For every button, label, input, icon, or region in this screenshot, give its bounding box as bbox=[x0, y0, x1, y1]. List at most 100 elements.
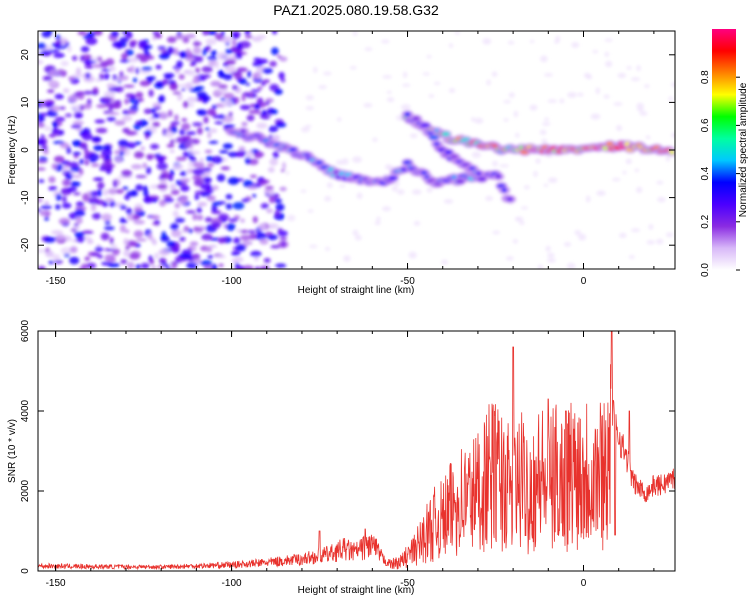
spectrogram-cell bbox=[270, 244, 281, 249]
spectrogram-cell bbox=[272, 151, 279, 159]
spectrogram-cell bbox=[218, 263, 224, 268]
spectrogram-cell bbox=[60, 60, 69, 67]
spectrogram-cell bbox=[67, 94, 79, 103]
spectrogram-cell bbox=[74, 209, 86, 217]
spectrogram-cell bbox=[92, 212, 102, 220]
spectrogram-cell bbox=[201, 233, 213, 241]
spectrogram-cell bbox=[325, 246, 330, 251]
spectrogram-cell bbox=[192, 213, 198, 221]
spectrogram-cell bbox=[51, 163, 58, 170]
spectrogram-cell bbox=[112, 250, 120, 256]
spectrogram-cell bbox=[176, 60, 184, 68]
spectrogram-cell bbox=[202, 74, 211, 78]
y-tick-label: 4000 bbox=[20, 399, 31, 422]
y-tick-label: 0 bbox=[20, 568, 31, 574]
x-tick-label: -150 bbox=[46, 276, 66, 287]
spectrogram-cell bbox=[135, 184, 144, 192]
spectrogram-cell bbox=[193, 75, 200, 81]
spectrogram-cell bbox=[114, 120, 126, 126]
spectrogram-cell bbox=[280, 169, 285, 173]
spectrogram-cells bbox=[38, 31, 675, 269]
spectrogram-cell bbox=[38, 208, 42, 212]
spectrogram-cell bbox=[219, 150, 229, 154]
snr-chart: -150 -100 -50 0 0 2000 4000 6000 Height of stra… bbox=[7, 319, 676, 596]
spectrogram-cell bbox=[38, 59, 44, 65]
spectrogram-cell bbox=[158, 248, 170, 256]
spectrogram-cell bbox=[111, 243, 118, 250]
spectrogram-cell bbox=[257, 74, 263, 79]
spectrogram-cell bbox=[73, 223, 79, 227]
spectrogram-cell bbox=[220, 166, 231, 171]
spectrogram-cell bbox=[577, 92, 584, 97]
spectrogram-cell bbox=[544, 73, 553, 77]
spectrogram-cell bbox=[247, 186, 258, 190]
spectrogram-cell bbox=[240, 229, 249, 234]
spectrogram-cell bbox=[203, 167, 212, 172]
spectrogram-cell bbox=[250, 89, 261, 93]
spectrogram-cell bbox=[228, 112, 233, 117]
spectrogram-cell bbox=[134, 141, 142, 146]
spectrogram-cell bbox=[199, 157, 204, 162]
spectrogram-cell bbox=[46, 110, 58, 117]
spectrogram-cell bbox=[537, 264, 543, 269]
spectrogram-cell bbox=[112, 102, 122, 109]
spectrogram-cell bbox=[363, 103, 373, 108]
spectrogram-cell bbox=[95, 199, 105, 205]
spectrogram-cell bbox=[269, 60, 277, 67]
spectrogram-cell bbox=[156, 162, 168, 171]
spectrogram-cell bbox=[82, 193, 89, 201]
spectrogram-cell bbox=[129, 241, 138, 246]
spectrogram-cell bbox=[62, 88, 70, 94]
spectrogram-cell bbox=[133, 123, 141, 131]
spectrogram-cell bbox=[119, 37, 129, 43]
spectrogram-cell bbox=[275, 122, 287, 128]
spectrogram-cell bbox=[84, 64, 94, 69]
spectrogram-cell bbox=[211, 221, 221, 229]
spectrogram-cell bbox=[515, 132, 520, 138]
spectrogram-cell bbox=[93, 177, 104, 181]
spectrogram-cell bbox=[150, 214, 161, 220]
spectrogram-cell bbox=[545, 245, 551, 252]
spectrogram-cell bbox=[80, 142, 88, 148]
spectrogram-cell bbox=[262, 67, 273, 74]
spectrogram-cell bbox=[206, 195, 216, 202]
spectrogram-cell bbox=[224, 55, 234, 61]
spectrogram-cell bbox=[471, 151, 482, 158]
spectrogram-cell bbox=[114, 156, 123, 164]
spectrogram-cell bbox=[499, 164, 510, 168]
spectrogram-cell bbox=[50, 105, 61, 112]
spectrogram-cell bbox=[279, 236, 288, 240]
spectrogram-cell bbox=[241, 198, 250, 203]
spectrogram-cell bbox=[189, 157, 195, 162]
spectrogram-cell bbox=[240, 234, 252, 241]
spectrogram-cell bbox=[242, 265, 254, 269]
spectrogram-cell bbox=[103, 226, 115, 231]
spectrogram-cell bbox=[188, 102, 194, 108]
spectrogram-cell bbox=[126, 49, 134, 57]
spectrogram-cell bbox=[543, 183, 549, 187]
spectrogram-cell bbox=[117, 75, 129, 81]
spectrogram-cell bbox=[170, 139, 175, 145]
spectrogram-cell bbox=[86, 239, 94, 245]
spectrogram-cell bbox=[74, 112, 83, 119]
spectrogram-cell bbox=[80, 55, 85, 62]
spectrogram-cell bbox=[235, 52, 243, 60]
spectrogram-cell bbox=[44, 200, 49, 205]
spectrogram-cell bbox=[138, 40, 146, 47]
spectrogram-cell bbox=[100, 68, 112, 72]
spectrogram-cell bbox=[120, 259, 128, 265]
spectrogram-cell bbox=[656, 180, 664, 185]
spectrogram-cell bbox=[175, 34, 184, 40]
spectrogram-cell bbox=[485, 195, 493, 201]
spectrogram-cell bbox=[300, 189, 307, 193]
spectrogram-cell bbox=[612, 177, 621, 182]
spectrogram-cell bbox=[86, 60, 97, 64]
spectrogram-cell bbox=[153, 34, 162, 39]
spectrogram-cell bbox=[420, 123, 430, 128]
spectrogram-cell bbox=[268, 125, 279, 133]
spectrogram-cell bbox=[402, 83, 411, 87]
spectrogram-cell bbox=[179, 236, 186, 242]
spectrogram-cell bbox=[232, 202, 245, 210]
spectrogram-cell bbox=[123, 115, 133, 122]
spectrogram-cell bbox=[51, 230, 64, 235]
